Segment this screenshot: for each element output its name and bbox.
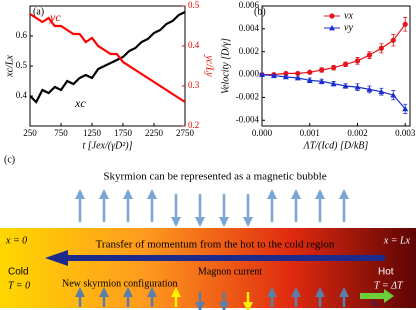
x-tick-label: 1750 (114, 128, 133, 138)
panel-label: (b) (254, 6, 266, 17)
y-tick-label: 0.4 (16, 90, 28, 100)
y-tick-label: 0.004 (239, 23, 260, 33)
transfer-text: Transfer of momentum from the hot to the… (96, 239, 335, 251)
x-axis-label: ΛT/(Icd) [D/kB] (303, 140, 369, 151)
point (354, 84, 361, 90)
y-tick-label: 0.5 (16, 60, 28, 70)
diagram: (c) Skyrmion can be represented as a mag… (0, 154, 416, 310)
series-line (30, 11, 185, 104)
top-arrows (75, 189, 349, 227)
series-line (30, 13, 185, 103)
y-axis-label: xc/Lx (4, 55, 15, 78)
cold-label: Cold (8, 267, 29, 278)
x-tick-label: 250 (23, 128, 37, 138)
new-config: New skyrmion configuration (62, 278, 178, 289)
right-position: x = Lx (383, 235, 411, 246)
point (295, 70, 301, 77)
magnon-arrow (45, 250, 385, 266)
y-axis-label: Velocity [D/γ] (220, 38, 231, 94)
x-tick-label: 0.000 (252, 128, 273, 138)
x-tick-label: 0.003 (395, 128, 416, 138)
cold-temp: T = 0 (8, 280, 30, 291)
x-tick-label: 2750 (176, 128, 195, 138)
y2-tick-label: 0.4 (188, 40, 200, 50)
x-tick-label: 0.001 (300, 128, 320, 138)
point (366, 52, 373, 58)
panel-label: (a) (33, 6, 44, 17)
point (342, 61, 349, 67)
point (319, 67, 325, 73)
x-axis-label: t [Jex/(γD²)] (83, 140, 133, 151)
point (402, 105, 409, 112)
y-tick-label: 0.000 (239, 69, 260, 79)
x-tick-label: 1250 (83, 128, 102, 138)
x-tick-label: 2250 (145, 128, 164, 138)
velocity-label: v (372, 298, 377, 309)
top-text: Skyrmion can be represented as a magneti… (103, 171, 326, 183)
point (294, 75, 301, 81)
point (270, 72, 277, 79)
y-tick-label: 0.006 (239, 0, 260, 10)
legend-label: vy (344, 22, 353, 33)
point (307, 69, 313, 75)
velocity-arrow (360, 289, 394, 303)
legend-marker (329, 25, 335, 31)
current-label: Magnon current (198, 266, 262, 277)
point (342, 83, 349, 89)
point (283, 70, 289, 77)
point (259, 71, 265, 77)
y2-tick-label: 0.2 (188, 120, 199, 130)
hot-temp: T = ΔT (374, 280, 404, 291)
point (331, 65, 337, 71)
point (390, 92, 397, 98)
point (318, 78, 325, 84)
plot-frame (261, 5, 411, 127)
y-tick-label: -0.002 (236, 91, 259, 101)
series-line (261, 74, 406, 110)
y2-tick-label: 0.3 (188, 80, 200, 90)
point (402, 21, 408, 27)
annotation: yc (49, 10, 61, 24)
point (282, 73, 289, 80)
y-tick-label: 0.002 (239, 46, 259, 56)
y-tick-label: -0.004 (236, 114, 260, 124)
bottom-arrows (75, 287, 349, 310)
point (330, 80, 337, 87)
point (378, 88, 385, 95)
left-position: x = 0 (5, 235, 27, 246)
hot-label: Hot (378, 267, 394, 278)
y2-tick-label: 0.5 (188, 0, 200, 10)
point (306, 77, 313, 83)
point (378, 45, 384, 51)
y2-axis-label: yc/Ly (204, 54, 215, 77)
point (366, 86, 373, 92)
legend-label: vx (344, 10, 353, 21)
annotation: xc (74, 96, 86, 110)
y-tick-label: 0.6 (16, 30, 28, 40)
legend-marker (329, 13, 335, 19)
panel-label: (c) (4, 154, 15, 165)
point (390, 37, 396, 43)
point (354, 58, 361, 64)
x-tick-label: 0.002 (347, 128, 367, 138)
x-tick-label: 750 (54, 128, 68, 138)
